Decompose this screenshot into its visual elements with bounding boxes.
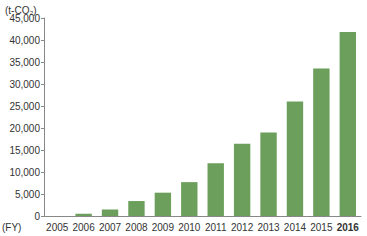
svg-text:2015: 2015	[310, 222, 333, 233]
svg-text:2011: 2011	[205, 222, 227, 233]
svg-text:2012: 2012	[231, 222, 254, 233]
svg-text:2008: 2008	[125, 222, 148, 233]
svg-text:40,000: 40,000	[9, 35, 40, 46]
svg-text:10,000: 10,000	[9, 167, 40, 178]
svg-text:15,000: 15,000	[9, 145, 40, 156]
svg-text:(FY): (FY)	[2, 222, 21, 233]
svg-text:2007: 2007	[99, 222, 122, 233]
svg-text:20,000: 20,000	[9, 123, 40, 134]
svg-text:2014: 2014	[284, 222, 307, 233]
svg-text:2005: 2005	[46, 222, 69, 233]
svg-text:2013: 2013	[257, 222, 280, 233]
svg-text:5,000: 5,000	[15, 189, 40, 200]
svg-text:35,000: 35,000	[9, 57, 40, 68]
svg-text:45,000: 45,000	[9, 12, 40, 24]
svg-text:2016: 2016	[337, 222, 360, 233]
svg-text:25,000: 25,000	[9, 101, 40, 112]
svg-text:2010: 2010	[178, 222, 201, 233]
svg-text:(t-CO₂): (t-CO₂)	[5, 5, 37, 16]
svg-text:0: 0	[34, 211, 40, 222]
svg-text:2006: 2006	[73, 222, 96, 233]
svg-text:30,000: 30,000	[9, 79, 40, 90]
svg-text:2009: 2009	[152, 222, 175, 233]
